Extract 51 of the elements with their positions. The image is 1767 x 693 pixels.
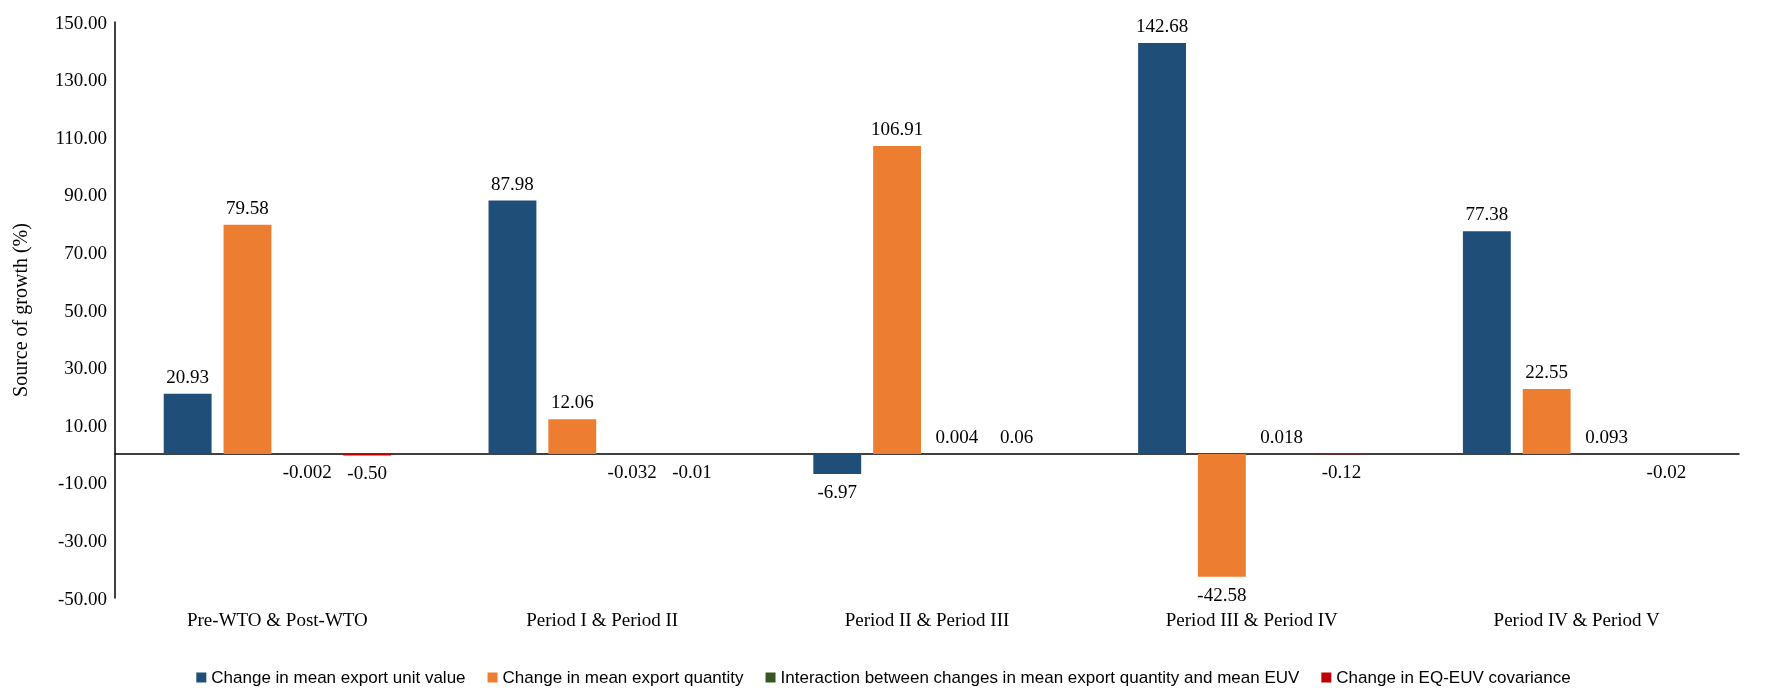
data-label: 79.58 [226,196,269,218]
data-label: 106.91 [870,118,924,140]
x-tick-label: Period IV & Period V [1493,609,1660,630]
bar [548,419,597,454]
y-tick-label: 150.00 [54,11,107,33]
data-label: -0.01 [672,461,712,483]
data-label: 87.98 [491,172,534,194]
x-tick-label: Pre-WTO & Post-WTO [186,609,368,630]
data-label: -42.58 [1197,583,1247,605]
legend-label: Change in mean export unit value [211,668,466,687]
bar [1197,454,1246,577]
y-tick-label: 30.00 [64,357,107,379]
y-tick-label: -10.00 [57,472,107,494]
legend-label: Interaction between changes in mean export quantity and mean EUV [780,668,1301,687]
x-tick-label: Period III & Period IV [1165,609,1339,630]
y-tick-label: 90.00 [64,184,107,206]
y-tick-label: 110.00 [55,126,107,148]
y-tick-label: 70.00 [64,241,107,263]
x-tick-label: Period II & Period III [844,609,1010,630]
bar [1462,231,1511,454]
y-tick-label: -50.00 [57,587,107,609]
data-label: 0.018 [1260,425,1304,447]
bar [223,224,272,454]
data-label: 77.38 [1465,203,1509,225]
data-label: 142.68 [1135,15,1189,37]
legend-label: Change in EQ-EUV covariance [1336,668,1571,687]
bar [813,454,862,475]
data-label: 0.06 [1000,425,1034,447]
data-label: -0.02 [1646,461,1687,483]
bar [1522,389,1571,454]
bar [488,200,537,454]
data-label: 0.004 [935,425,979,447]
bar [873,146,922,454]
data-label: 22.55 [1525,361,1569,383]
legend-label: Change in mean export quantity [502,668,745,687]
x-tick-label: Period I & Period II [526,609,679,630]
bar [1138,43,1186,454]
y-tick-label: -30.00 [57,529,107,551]
data-label: -0.032 [607,461,657,483]
y-tick-label: 130.00 [54,69,107,91]
data-label: 20.93 [166,365,210,387]
y-tick-label: 50.00 [64,299,107,321]
bar [163,393,212,454]
data-label: -0.002 [282,461,332,483]
data-label: -0.12 [1321,461,1362,483]
y-tick-label: 10.00 [64,414,107,436]
y-axis-title: Source of growth (%) [9,223,32,397]
data-label: 0.093 [1585,425,1628,447]
data-label: 12.06 [550,391,594,413]
data-label: -0.50 [347,462,387,484]
data-label: -6.97 [817,481,858,503]
